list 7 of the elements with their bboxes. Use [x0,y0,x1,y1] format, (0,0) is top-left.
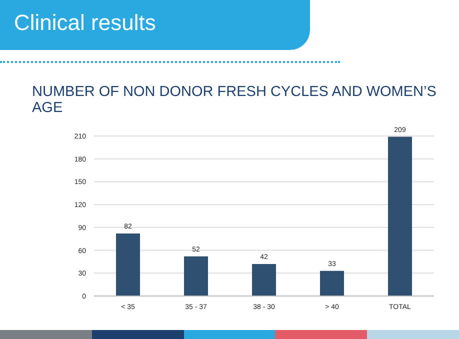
bar [184,256,208,296]
chart-subtitle: NUMBER OF NON DONOR FRESH CYCLES AND WOMEN’S AGE [32,84,438,116]
bar [252,264,276,296]
bar [320,270,344,296]
bar [388,136,412,296]
chart-title: Clinical results [0,0,310,50]
bar [116,234,140,296]
